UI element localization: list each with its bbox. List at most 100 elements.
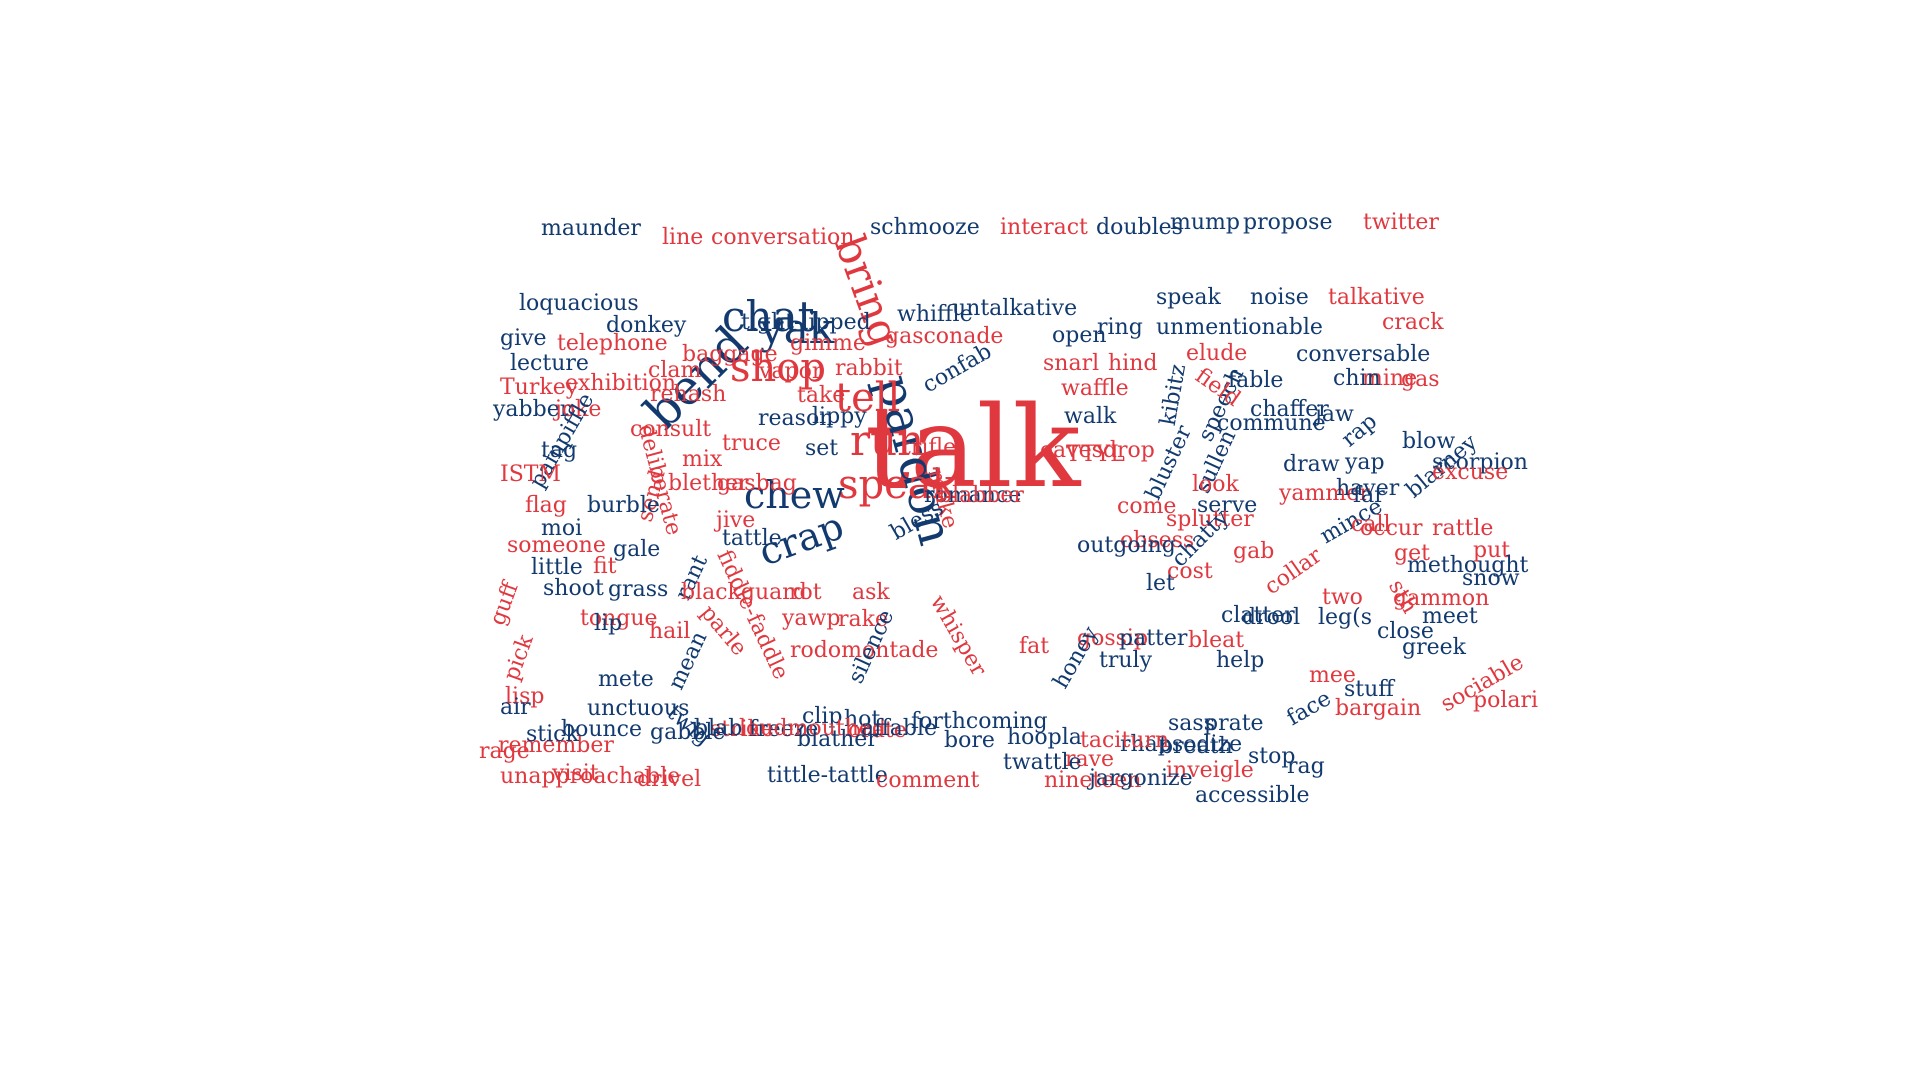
cloud-word: hot xyxy=(844,707,881,732)
cloud-word: loquacious xyxy=(519,291,639,316)
cloud-word: forthcoming xyxy=(911,709,1048,734)
cloud-word: clatter xyxy=(1221,603,1295,628)
cloud-word: haver xyxy=(1336,476,1400,501)
cloud-word: bleat xyxy=(1188,628,1245,653)
cloud-word: ring xyxy=(1097,315,1143,340)
cloud-word: gab xyxy=(1233,539,1275,564)
cloud-word: tight-lipped xyxy=(741,310,871,335)
cloud-word: blether xyxy=(668,471,749,496)
cloud-word: set xyxy=(805,436,839,461)
cloud-word: taciturn xyxy=(1080,728,1170,753)
cloud-word: face xyxy=(1282,686,1336,732)
cloud-word: eavesdrop xyxy=(1040,438,1155,463)
cloud-word: loudmouthed xyxy=(739,716,886,741)
word-talk: talk xyxy=(865,383,1081,513)
cloud-word: TTYL xyxy=(1066,442,1125,467)
cloud-word: rake xyxy=(838,607,888,632)
cloud-word: affable xyxy=(861,716,938,741)
cloud-word: mump xyxy=(1170,210,1240,235)
cloud-word: rave xyxy=(1065,747,1115,772)
cloud-word: flag xyxy=(525,493,567,518)
cloud-word: chew xyxy=(744,473,845,517)
cloud-word: romance xyxy=(924,483,1022,508)
cloud-word: talkative xyxy=(1328,285,1425,310)
cloud-word: bore xyxy=(944,728,995,753)
cloud-word: patter xyxy=(1119,626,1188,651)
cloud-word: unapproachable xyxy=(500,764,681,789)
cloud-word: bluster xyxy=(1141,421,1198,504)
cloud-word: come xyxy=(1117,494,1177,519)
cloud-word: mine xyxy=(1362,366,1418,391)
cloud-word: sth xyxy=(1383,575,1422,618)
cloud-word: blow xyxy=(1402,429,1456,454)
cloud-word: conversation xyxy=(711,225,855,250)
cloud-word: walk xyxy=(1064,404,1117,429)
cloud-word: truly xyxy=(1099,648,1152,673)
cloud-word: hail xyxy=(649,619,691,644)
cloud-word: freeze xyxy=(749,717,819,742)
cloud-word: guff xyxy=(485,578,524,629)
cloud-word: tattle xyxy=(722,526,782,551)
cloud-word: rehash xyxy=(650,382,727,407)
cloud-word: obsess xyxy=(1120,528,1195,553)
cloud-word: close xyxy=(1377,619,1434,644)
cloud-word: hind xyxy=(1108,351,1158,376)
cloud-word: help xyxy=(1216,648,1265,673)
cloud-word: yammer xyxy=(1279,481,1370,506)
cloud-word: jargonize xyxy=(1089,766,1193,791)
cloud-word: unmentionable xyxy=(1156,315,1323,340)
cloud-word: propose xyxy=(1243,210,1333,235)
cloud-word: air xyxy=(500,695,531,720)
cloud-word: put xyxy=(1473,538,1511,563)
cloud-word: baggage xyxy=(682,342,778,367)
cloud-word: gasconade xyxy=(885,324,1004,349)
cloud-word: grass xyxy=(608,577,669,602)
cloud-word: kibitz xyxy=(1155,362,1192,428)
cloud-word: lisp xyxy=(505,684,545,709)
cloud-word: serve xyxy=(1197,493,1258,518)
cloud-word: consult xyxy=(630,417,712,442)
cloud-word: rot xyxy=(789,580,822,605)
cloud-word: rage xyxy=(479,739,530,764)
cloud-word: stop xyxy=(1248,744,1296,769)
cloud-word: tag xyxy=(541,438,578,463)
cloud-word: shop xyxy=(730,345,826,391)
cloud-word: get xyxy=(1394,541,1430,566)
cloud-word: scorpion xyxy=(1432,450,1528,475)
cloud-word: doubles xyxy=(1096,215,1183,240)
cloud-word: rabbit xyxy=(835,356,903,381)
cloud-word: maunder xyxy=(541,216,641,241)
cloud-word: remember xyxy=(498,733,614,758)
cloud-word: blackguard xyxy=(681,580,807,605)
cloud-word: yap xyxy=(1345,450,1385,475)
cloud-word: tittle-tattle xyxy=(767,763,888,788)
cloud-word: pick xyxy=(499,631,539,685)
cloud-word: run xyxy=(850,416,925,465)
cloud-word: breath xyxy=(1159,734,1233,759)
cloud-word: methought xyxy=(1407,553,1529,578)
cloud-word: reason xyxy=(758,406,834,431)
cloud-word: exhibition xyxy=(565,371,677,396)
cloud-word: two xyxy=(1322,585,1363,610)
cloud-word: chaffer xyxy=(1250,397,1329,422)
cloud-word: let xyxy=(1146,571,1175,596)
cloud-word: blabber xyxy=(938,483,1024,508)
cloud-word: rattle xyxy=(1432,516,1494,541)
cloud-word: mee xyxy=(1309,663,1356,688)
cloud-word: stick xyxy=(526,722,579,747)
cloud-word: cost xyxy=(1167,559,1213,584)
cloud-word: visit xyxy=(552,761,599,786)
cloud-word: blab xyxy=(694,716,743,741)
cloud-word: moi xyxy=(541,516,583,541)
cloud-word: greek xyxy=(1402,635,1466,660)
cloud-word: orate xyxy=(848,718,907,743)
cloud-word: comment xyxy=(876,768,980,793)
cloud-word: yak xyxy=(760,304,835,353)
cloud-word: speak xyxy=(838,462,956,508)
cloud-word: give xyxy=(500,326,547,351)
cloud-word: take xyxy=(797,383,846,408)
cloud-word: gale xyxy=(613,537,661,562)
cloud-word: joke xyxy=(555,397,602,422)
cloud-word: trifle xyxy=(902,435,957,460)
cloud-word: fat xyxy=(1019,634,1050,659)
